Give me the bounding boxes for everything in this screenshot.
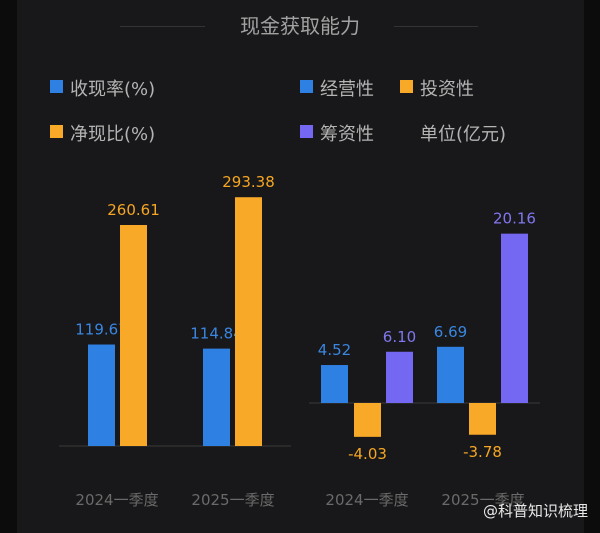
legend-operating: 经营性 — [320, 79, 374, 100]
chart-title: 现金获取能力 — [240, 14, 360, 38]
bar — [469, 403, 496, 435]
x-tick-label: 2025一季度 — [441, 491, 524, 509]
legend-swatch-collection-rate — [50, 80, 63, 93]
bar — [321, 365, 348, 403]
legend-net-cash-ratio: 净现比(%) — [70, 124, 156, 145]
legend-swatch-net-cash-ratio — [50, 125, 63, 138]
data-label: 6.10 — [383, 328, 416, 346]
data-label: -4.03 — [348, 445, 387, 463]
bar — [501, 233, 528, 403]
bar — [235, 197, 262, 446]
data-label: 4.52 — [318, 341, 351, 359]
data-label: 119.67 — [75, 321, 128, 339]
data-label: -3.78 — [463, 443, 502, 461]
bar — [88, 344, 115, 446]
legend-swatch-investing — [400, 80, 413, 93]
legend-collection-rate: 收现率(%) — [70, 79, 156, 100]
bar — [203, 348, 230, 446]
legend-swatch-financing — [300, 125, 313, 138]
data-label: 20.16 — [493, 210, 536, 228]
bar — [437, 346, 464, 403]
bar — [120, 225, 147, 446]
data-label: 114.84 — [190, 325, 243, 343]
x-tick-label: 2024一季度 — [325, 491, 408, 509]
data-label: 293.38 — [222, 173, 275, 191]
data-label: 260.61 — [107, 201, 160, 219]
unit-label: 单位(亿元) — [420, 124, 507, 145]
legend-financing: 筹资性 — [320, 124, 374, 145]
bar — [386, 351, 413, 403]
legend-investing: 投资性 — [420, 79, 474, 100]
legend-swatch-operating — [300, 80, 313, 93]
title-divider-right — [394, 26, 478, 27]
watermark: @科普知识梳理 — [482, 502, 588, 520]
data-label: 6.69 — [434, 323, 467, 341]
x-tick-label: 2025一季度 — [191, 491, 274, 509]
x-tick-label: 2024一季度 — [75, 491, 158, 509]
bar — [354, 403, 381, 437]
title-divider-left — [120, 26, 205, 27]
